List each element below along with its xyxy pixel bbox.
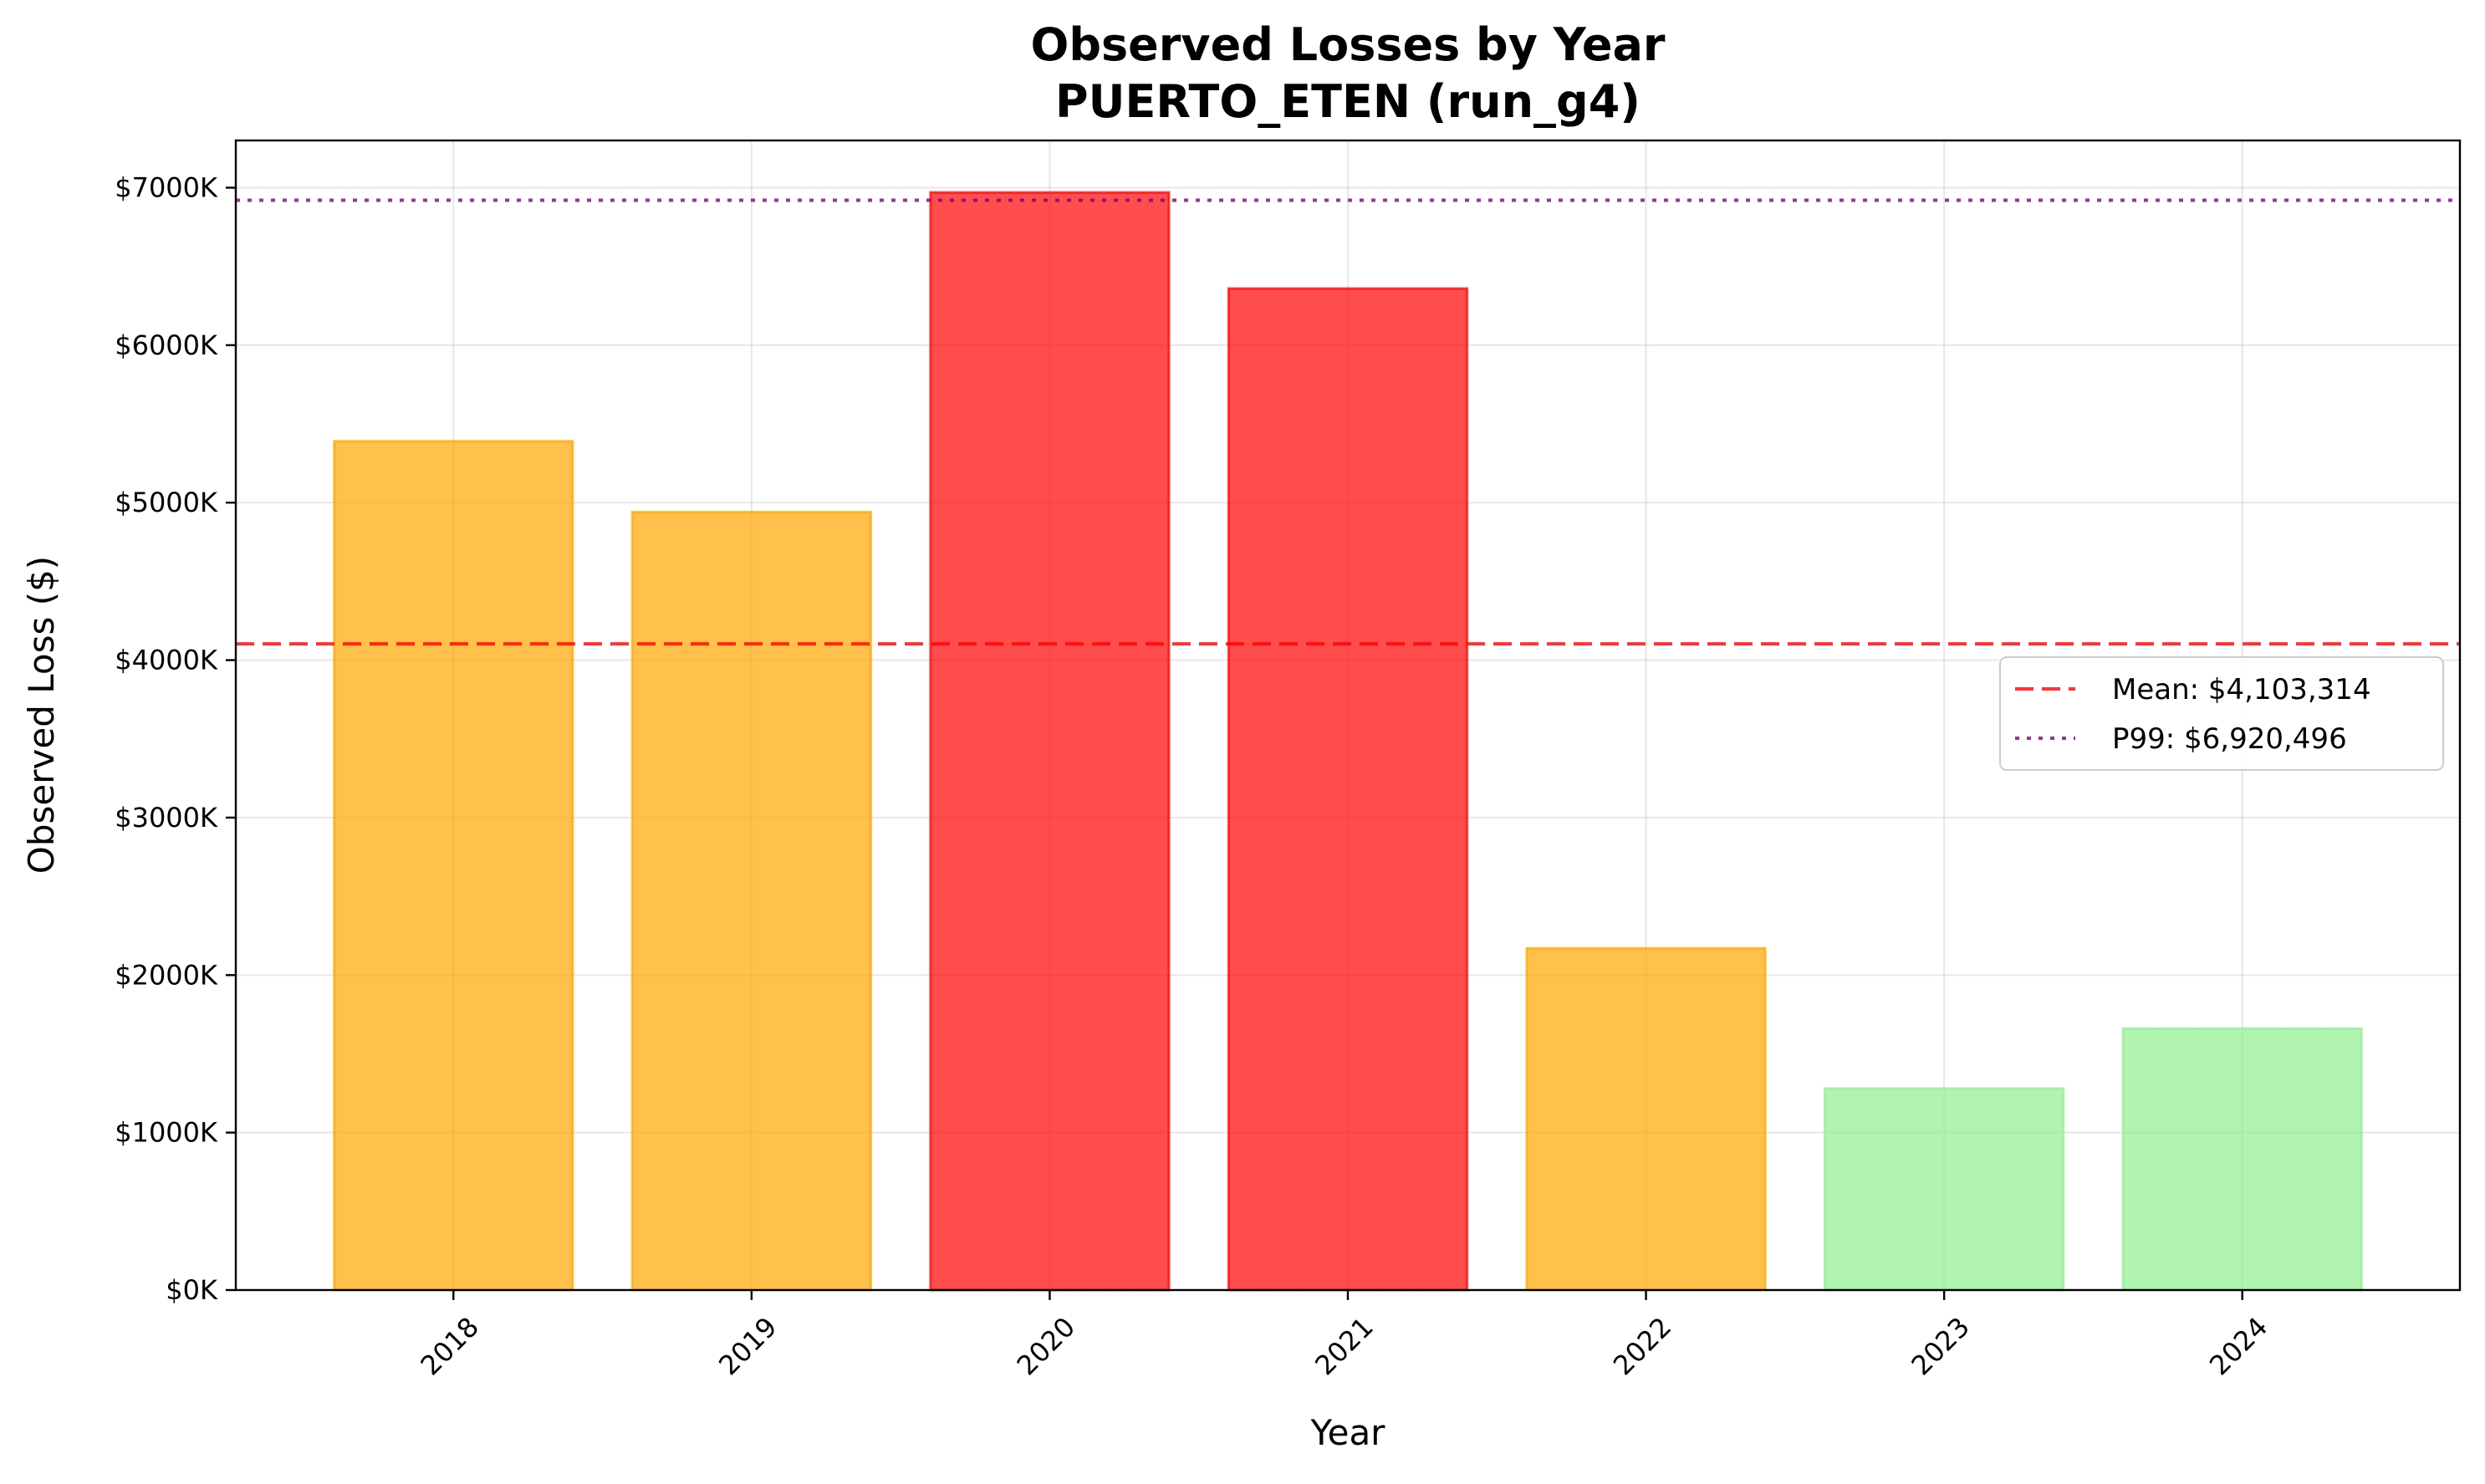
bar-2020 bbox=[929, 191, 1171, 1292]
y-axis-label: Observed Loss ($) bbox=[21, 556, 62, 874]
y-tick-label: $1000K bbox=[115, 1117, 218, 1149]
y-axis: $0K $1000K $2000K $3000K $4000K $5000K $6000K $… bbox=[115, 172, 236, 1306]
bar-2024 bbox=[2121, 1027, 2363, 1292]
legend-p99-label: P99: $6,920,496 bbox=[2112, 722, 2347, 756]
reference-lines bbox=[236, 198, 2460, 646]
legend: Mean: $4,103,314 P99: $6,920,496 bbox=[1999, 656, 2444, 771]
y-tick-label: $7000K bbox=[115, 172, 218, 204]
y-tick-label: $0K bbox=[166, 1274, 218, 1306]
bars bbox=[333, 191, 2363, 1292]
bar-2022 bbox=[1525, 946, 1767, 1292]
chart-subtitle: PUERTO_ETEN (run_g4) bbox=[1055, 75, 1641, 128]
y-tick-label: $6000K bbox=[115, 329, 218, 361]
bar-2023 bbox=[1824, 1087, 2065, 1292]
bar-2019 bbox=[630, 511, 872, 1292]
bar-2018 bbox=[333, 440, 574, 1292]
legend-frame bbox=[1999, 656, 2444, 771]
y-tick-label: $3000K bbox=[115, 802, 218, 834]
legend-mean-label: Mean: $4,103,314 bbox=[2112, 673, 2371, 706]
chart-title: Observed Losses by Year bbox=[1030, 18, 1665, 71]
x-axis-label: Year bbox=[1310, 1412, 1386, 1453]
y-tick-label: $2000K bbox=[115, 959, 218, 991]
bar-2021 bbox=[1227, 287, 1469, 1292]
y-tick-label: $5000K bbox=[115, 487, 218, 518]
y-tick-label: $4000K bbox=[115, 645, 218, 676]
